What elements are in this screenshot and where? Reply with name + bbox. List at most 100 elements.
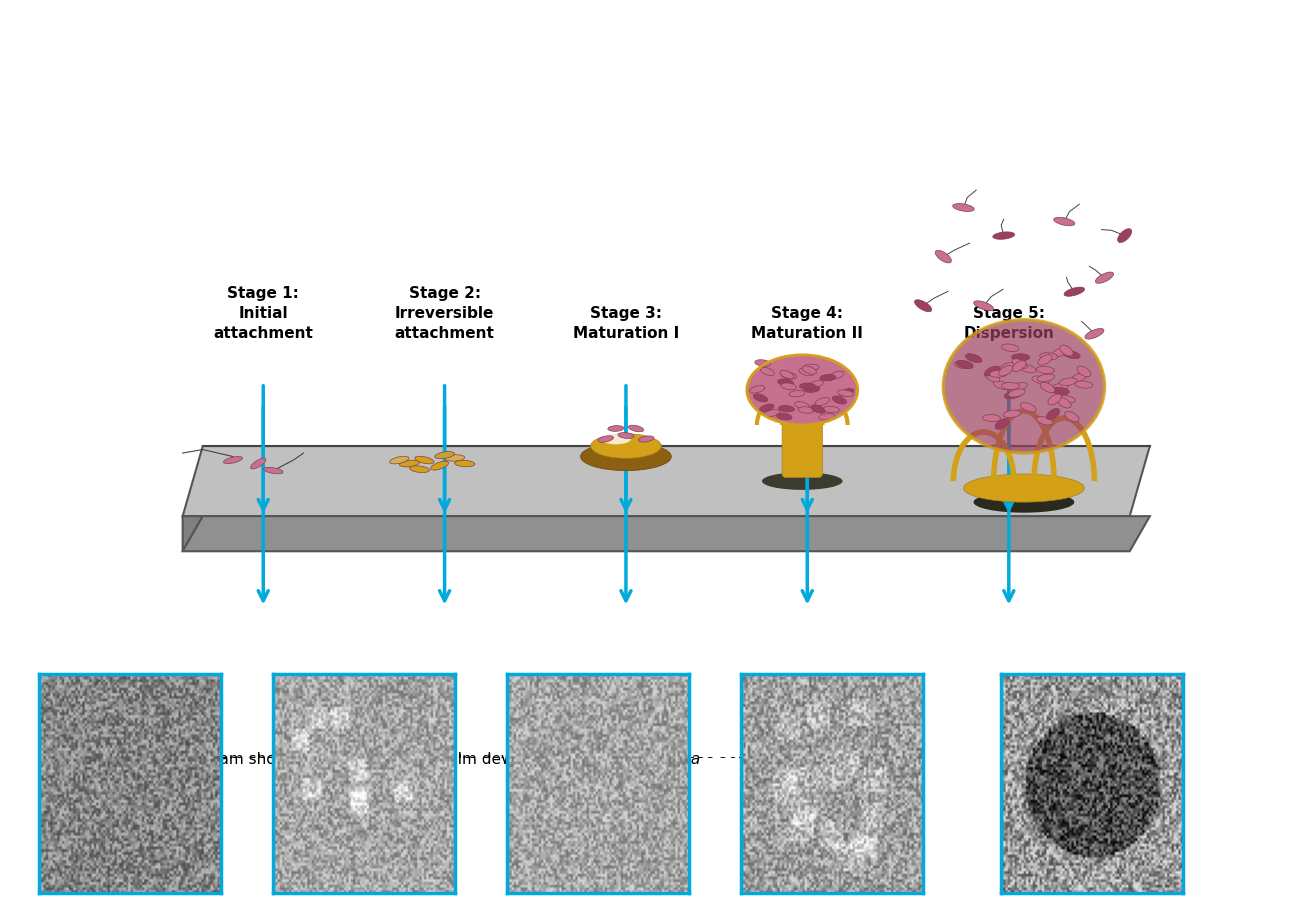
Ellipse shape <box>1001 383 1019 390</box>
Ellipse shape <box>1096 272 1114 283</box>
Ellipse shape <box>760 367 775 375</box>
Ellipse shape <box>638 436 654 442</box>
Ellipse shape <box>1013 359 1027 369</box>
Ellipse shape <box>823 406 840 413</box>
Ellipse shape <box>251 458 266 469</box>
Ellipse shape <box>430 461 448 470</box>
Ellipse shape <box>264 467 283 474</box>
Ellipse shape <box>1071 373 1088 382</box>
Ellipse shape <box>455 460 474 466</box>
Ellipse shape <box>953 203 974 211</box>
Ellipse shape <box>1046 408 1059 420</box>
Ellipse shape <box>1037 374 1054 382</box>
Ellipse shape <box>1063 351 1080 359</box>
Ellipse shape <box>803 364 819 371</box>
Ellipse shape <box>1086 329 1104 339</box>
Ellipse shape <box>415 456 434 464</box>
Ellipse shape <box>989 370 1008 377</box>
Ellipse shape <box>954 361 972 369</box>
Ellipse shape <box>935 251 952 263</box>
Ellipse shape <box>1052 387 1069 394</box>
Ellipse shape <box>1053 348 1069 357</box>
Ellipse shape <box>1057 397 1071 408</box>
Ellipse shape <box>590 434 662 458</box>
Ellipse shape <box>1020 403 1036 412</box>
Ellipse shape <box>944 320 1105 453</box>
Ellipse shape <box>1060 345 1074 356</box>
Ellipse shape <box>1004 410 1020 417</box>
Ellipse shape <box>984 373 1000 382</box>
Text: Stage 5:
Dispersion: Stage 5: Dispersion <box>963 306 1054 341</box>
Ellipse shape <box>628 425 644 432</box>
Ellipse shape <box>1013 361 1026 372</box>
Ellipse shape <box>1060 378 1076 385</box>
Ellipse shape <box>998 365 1013 376</box>
Ellipse shape <box>1037 354 1052 365</box>
Ellipse shape <box>974 301 993 311</box>
Ellipse shape <box>781 373 797 379</box>
Ellipse shape <box>802 366 816 374</box>
Ellipse shape <box>966 353 982 363</box>
Ellipse shape <box>755 360 771 366</box>
Ellipse shape <box>759 404 774 412</box>
Ellipse shape <box>1075 381 1093 388</box>
Ellipse shape <box>800 383 815 389</box>
Ellipse shape <box>1078 366 1091 377</box>
Ellipse shape <box>993 232 1015 240</box>
Ellipse shape <box>984 366 1000 376</box>
Ellipse shape <box>1032 376 1049 384</box>
FancyBboxPatch shape <box>783 407 823 477</box>
Text: .: . <box>637 752 642 766</box>
Ellipse shape <box>915 300 932 312</box>
Ellipse shape <box>809 381 823 388</box>
Ellipse shape <box>1019 364 1036 373</box>
Ellipse shape <box>1000 363 1017 371</box>
Text: Stage 2:
Irreversible
attachment: Stage 2: Irreversible attachment <box>395 286 494 341</box>
Ellipse shape <box>445 455 464 461</box>
Text: Stage 1:
Initial
attachment: Stage 1: Initial attachment <box>213 286 313 341</box>
Ellipse shape <box>1058 395 1075 403</box>
Ellipse shape <box>1010 383 1027 391</box>
Ellipse shape <box>819 414 835 420</box>
Ellipse shape <box>762 472 842 490</box>
Ellipse shape <box>390 456 410 464</box>
Ellipse shape <box>764 410 780 416</box>
Ellipse shape <box>789 391 805 397</box>
Ellipse shape <box>974 492 1074 513</box>
Ellipse shape <box>832 396 846 404</box>
Ellipse shape <box>798 406 814 414</box>
Ellipse shape <box>1050 384 1069 391</box>
Ellipse shape <box>410 466 429 473</box>
Ellipse shape <box>838 389 854 396</box>
Ellipse shape <box>776 414 792 420</box>
Bar <box>178 758 1154 775</box>
Ellipse shape <box>800 368 814 375</box>
Ellipse shape <box>993 381 1010 390</box>
Polygon shape <box>182 517 1149 551</box>
Ellipse shape <box>1040 383 1056 393</box>
Ellipse shape <box>780 371 794 379</box>
Polygon shape <box>182 517 203 551</box>
Ellipse shape <box>777 379 793 385</box>
Ellipse shape <box>957 361 974 369</box>
Ellipse shape <box>803 386 820 393</box>
Text: Diagram showing five stages of biofilm development of Pseudomonas aeruginosa.: Diagram showing five stages of biofilm d… <box>178 753 809 769</box>
Text: Pseudomonas aeruginosa: Pseudomonas aeruginosa <box>504 752 701 766</box>
Polygon shape <box>182 446 1149 517</box>
Text: Diagram showing five stages of biofilm development of: Diagram showing five stages of biofilm d… <box>178 752 607 766</box>
Text: Diagram showing five stages of biofilm development of: Diagram showing five stages of biofilm d… <box>178 753 607 769</box>
Ellipse shape <box>1118 229 1132 242</box>
Ellipse shape <box>581 443 671 471</box>
Ellipse shape <box>598 435 614 442</box>
Text: Stage 4:
Maturation II: Stage 4: Maturation II <box>751 306 863 341</box>
Text: Stage 3:
Maturation I: Stage 3: Maturation I <box>573 306 679 341</box>
Ellipse shape <box>746 355 858 425</box>
Ellipse shape <box>618 433 634 438</box>
Ellipse shape <box>1065 412 1079 422</box>
Ellipse shape <box>1011 353 1030 361</box>
Ellipse shape <box>224 456 243 464</box>
Ellipse shape <box>399 460 420 467</box>
Ellipse shape <box>1001 344 1019 352</box>
Ellipse shape <box>1063 287 1084 296</box>
Ellipse shape <box>829 371 844 379</box>
